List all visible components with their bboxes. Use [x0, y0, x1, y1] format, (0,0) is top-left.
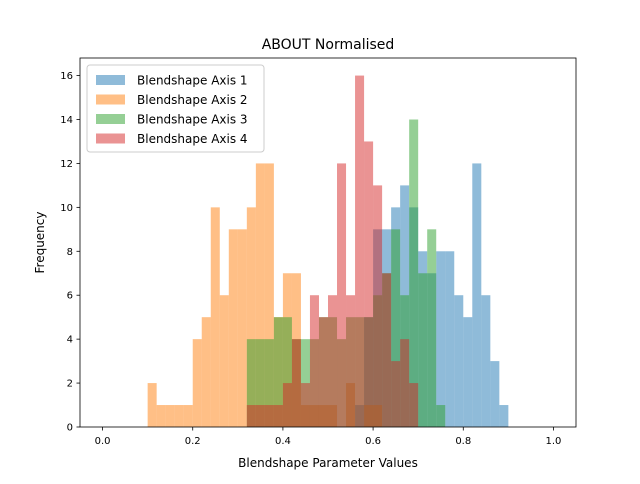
legend-label: Blendshape Axis 2 [137, 93, 248, 107]
bar-series-4 [346, 295, 356, 427]
bar-series-2 [210, 207, 220, 427]
bar-series-4 [318, 317, 328, 427]
bar-series-4 [400, 339, 410, 427]
y-tick-label: 0 [67, 423, 73, 434]
bar-series-2 [165, 405, 175, 427]
bar-series-2 [264, 163, 274, 427]
bar-series-2 [255, 163, 265, 427]
y-tick-label: 6 [67, 291, 73, 302]
y-tick-label: 4 [67, 335, 73, 346]
bar-series-4 [355, 75, 365, 428]
bar-series-4 [382, 273, 392, 427]
bar-series-1 [454, 295, 464, 427]
y-tick-label: 8 [67, 247, 73, 258]
bar-series-4 [373, 185, 383, 427]
x-tick-label: 0.4 [275, 436, 291, 447]
bar-series-2 [219, 295, 229, 427]
y-tick-label: 10 [60, 203, 73, 214]
legend-swatch [96, 133, 125, 144]
bar-series-2 [183, 405, 193, 427]
bar-series-4 [409, 383, 419, 427]
x-axis-ticks: 0.0 0.2 0.4 0.6 0.8 1.0 [95, 427, 562, 447]
bar-series-2 [147, 383, 157, 427]
bar-series-2 [201, 317, 211, 427]
bar-series-4 [337, 163, 347, 427]
bar-series-4 [264, 405, 274, 427]
x-tick-label: 1.0 [546, 436, 562, 447]
y-tick-label: 16 [60, 71, 73, 82]
bar-series-2 [237, 229, 247, 427]
bar-series-1 [445, 251, 455, 427]
chart-title: ABOUT Normalised [262, 37, 395, 53]
bar-series-1 [463, 317, 473, 427]
bar-series-3 [418, 273, 428, 427]
bar-series-4 [328, 295, 338, 427]
y-tick-label: 14 [60, 115, 73, 126]
bar-series-1 [499, 405, 509, 427]
y-axis-ticks: 0 2 4 6 8 10 12 14 16 [60, 71, 80, 434]
bar-series-4 [391, 361, 401, 427]
legend-box [86, 64, 265, 153]
legend-swatch [96, 114, 125, 124]
bar-series-3 [391, 229, 401, 427]
bar-series-3 [300, 339, 310, 427]
legend-swatch [96, 75, 125, 85]
bar-series-3 [436, 405, 446, 427]
y-tick-label: 12 [60, 159, 73, 170]
bar-series-2 [192, 339, 202, 427]
bar-series-2 [156, 405, 166, 427]
bar-series-4 [364, 141, 374, 427]
x-tick-label: 0.6 [365, 436, 381, 447]
legend-label: Blendshape Axis 3 [137, 113, 248, 127]
bar-series-3 [409, 119, 419, 427]
bar-series-1 [490, 361, 500, 427]
x-tick-label: 0.8 [455, 436, 471, 447]
bar-series-1 [436, 251, 446, 427]
bar-series-2 [246, 207, 256, 427]
y-axis-label: Frequency [33, 212, 47, 274]
legend-label: Blendshape Axis 4 [137, 132, 248, 146]
x-tick-label: 0.2 [185, 436, 201, 447]
bar-series-4 [273, 405, 283, 427]
bar-series-3 [273, 317, 283, 427]
bar-series-3 [282, 317, 292, 427]
legend-swatch [96, 94, 125, 105]
bar-series-3 [427, 229, 437, 427]
bar-series-4 [300, 383, 310, 427]
x-axis-label: Blendshape Parameter Values [238, 456, 418, 470]
bar-series-3 [264, 339, 274, 427]
bar-series-1 [472, 163, 482, 427]
bar-series-2 [174, 405, 184, 427]
legend: Blendshape Axis 1 Blendshape Axis 2 Blends… [86, 64, 265, 153]
bar-series-4 [255, 405, 265, 427]
plot-frame [79, 57, 577, 428]
histogram-bars [147, 75, 509, 428]
bar-series-2 [228, 229, 238, 427]
bar-series-4 [282, 383, 292, 427]
bar-series-1 [481, 295, 491, 427]
bar-series-4 [246, 405, 256, 427]
bar-series-3 [255, 339, 265, 427]
bar-series-3 [246, 339, 256, 427]
y-tick-label: 2 [67, 379, 73, 390]
x-tick-label: 0.0 [95, 436, 111, 447]
legend-label: Blendshape Axis 1 [137, 74, 248, 88]
bar-series-4 [291, 339, 301, 427]
bar-series-4 [309, 295, 319, 427]
